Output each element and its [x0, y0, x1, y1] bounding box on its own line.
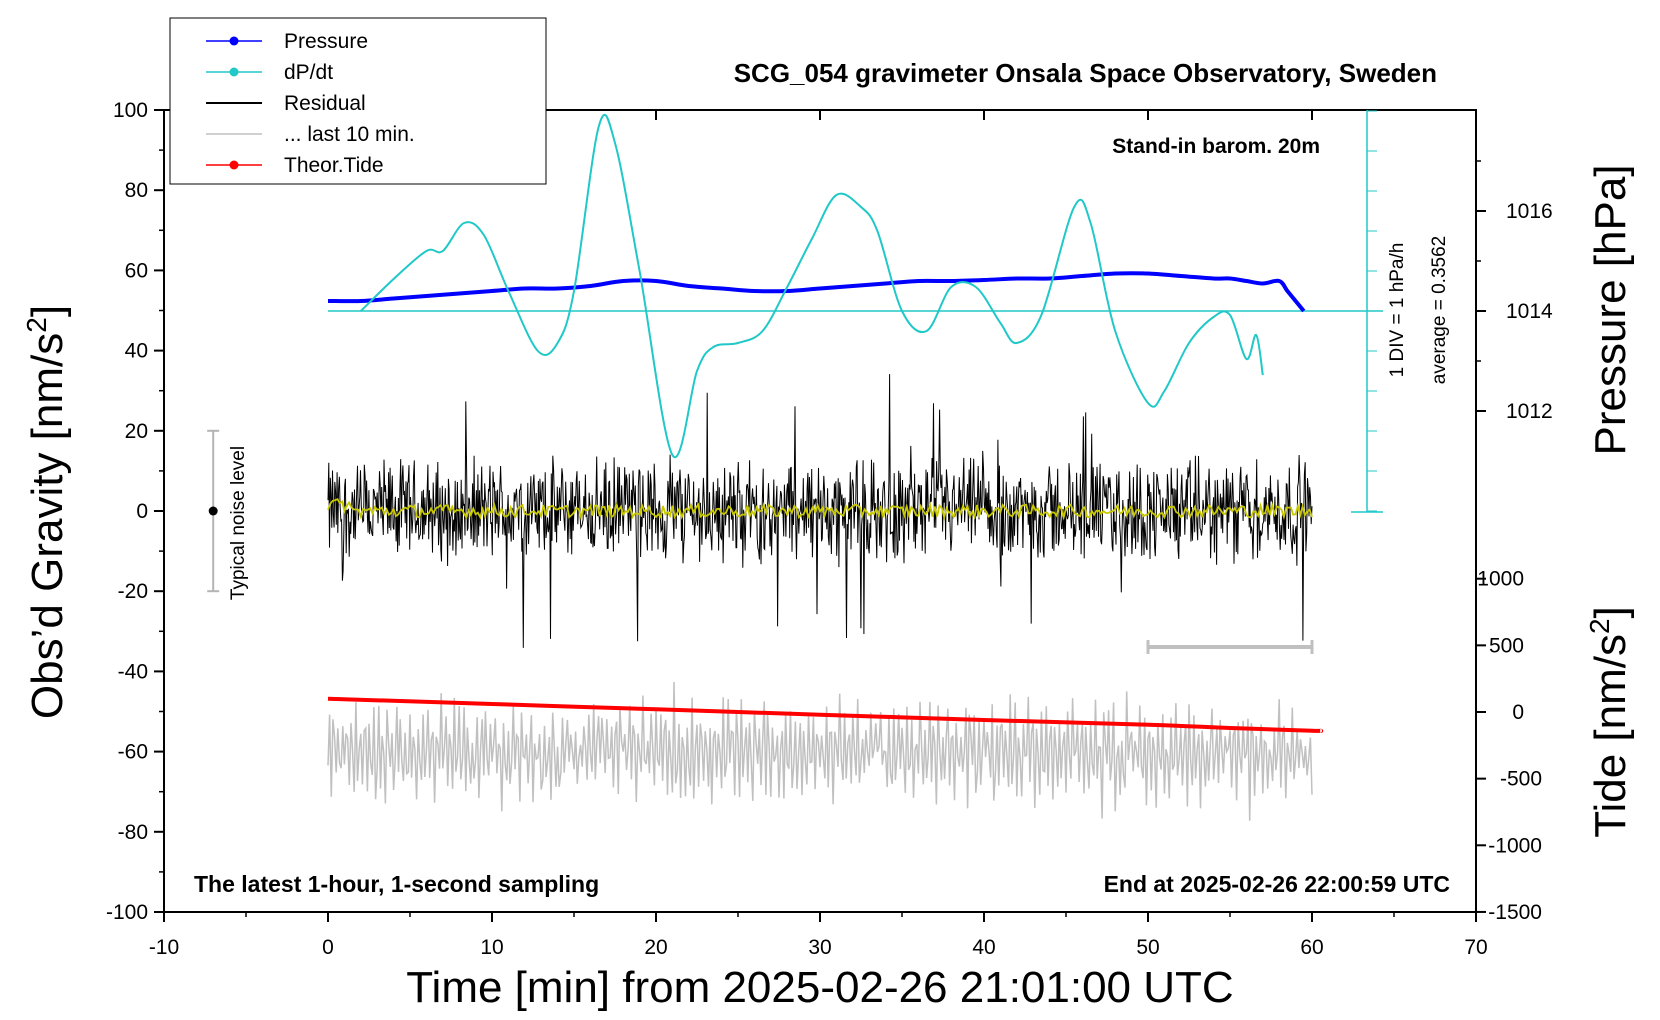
svg-text:1 DIV = 1 hPa/h: 1 DIV = 1 hPa/h	[1387, 243, 1408, 378]
y-tick-label: 40	[125, 340, 148, 363]
svg-text:Typical noise level: Typical noise level	[228, 446, 249, 600]
y-label-tide-sup: 2	[1584, 618, 1615, 634]
tide-tick-label: 500	[1489, 634, 1524, 657]
y-tick-label: -40	[118, 660, 148, 683]
stand-in-annotation: Stand-in barom. 20m	[1112, 135, 1320, 158]
x-tick-label: 20	[644, 936, 667, 959]
tide-tick-label: -1500	[1488, 901, 1542, 924]
legend: Pressure dP/dt Residual ... last 10 min. The…	[169, 17, 547, 185]
x-tick-label: 30	[808, 936, 831, 959]
y-tick-label: 100	[113, 99, 148, 122]
y-tick-label: 60	[125, 259, 148, 282]
chart-title: SCG_054 gravimeter Onsala Space Observat…	[734, 58, 1437, 88]
y-tick-label: 80	[125, 179, 148, 202]
legend-label: dP/dt	[284, 61, 333, 84]
tide-tick-label: 1000	[1477, 568, 1524, 591]
residual-moving-average	[327, 498, 1313, 521]
svg-text:average = 0.3562: average = 0.3562	[1429, 236, 1450, 384]
legend-box	[169, 17, 547, 185]
y-tick-label: -80	[118, 821, 148, 844]
tide-tick-label: -500	[1500, 768, 1542, 791]
y-label-left-close: ]	[23, 305, 72, 317]
legend-marker	[229, 36, 239, 46]
svg-text:Pressure [hPa]: Pressure [hPa]	[1586, 164, 1635, 455]
x-tick-label: 70	[1464, 936, 1487, 959]
legend-label: ... last 10 min.	[284, 123, 415, 146]
y-tick-label: 20	[125, 420, 148, 443]
pressure-tick-label: 1014	[1506, 300, 1553, 323]
x-tick-label: 10	[480, 936, 503, 959]
legend-marker	[229, 67, 239, 77]
average-annotation: average = 0.3562	[1429, 236, 1450, 384]
legend-label: Theor.Tide	[284, 154, 384, 177]
y-label-tide-base: Tide [nm/s	[1586, 634, 1635, 838]
pressure-tick-label: 1016	[1506, 200, 1553, 223]
theor-tide-line	[327, 696, 1324, 733]
x-tick-label: 60	[1300, 936, 1323, 959]
latest-annotation: The latest 1-hour, 1-second sampling	[194, 871, 599, 897]
x-tick-label: 40	[972, 936, 995, 959]
y-label-left-base: Obs’d Gravity [nm/s	[23, 333, 72, 719]
x-tick-label: 0	[322, 936, 334, 959]
pressure-line	[327, 271, 1306, 313]
y-label-left-sup: 2	[21, 317, 52, 333]
y-tick-label: -100	[106, 901, 148, 924]
tide-tick-label: 0	[1512, 701, 1524, 724]
y-tick-label: -60	[118, 741, 148, 764]
last-10-min-line	[327, 681, 1313, 821]
svg-text:Obs’d Gravity [nm/s2]: Obs’d Gravity [nm/s2]	[21, 305, 72, 719]
x-tick-label: -10	[149, 936, 179, 959]
end-annotation: End at 2025-02-26 22:00:59 UTC	[1104, 871, 1450, 897]
x-tick-label: 50	[1136, 936, 1159, 959]
svg-text:Tide [nm/s2]: Tide [nm/s2]	[1584, 606, 1635, 838]
dp-dt-line	[360, 113, 1264, 459]
tide-tick-label: -1000	[1488, 834, 1542, 857]
y-tick-label: -20	[118, 580, 148, 603]
x-axis-label: Time [min] from 2025-02-26 21:01:00 UTC	[406, 963, 1233, 1012]
axis-ticks: -10 0 10 20 30 40 50 60 70-100-80-60-40-20020406…	[106, 99, 1553, 959]
y-axis-label-tide: Tide [nm/s2]	[1584, 606, 1635, 838]
legend-label: Residual	[284, 92, 366, 115]
div-annotation: 1 DIV = 1 hPa/h	[1387, 243, 1408, 378]
y-axis-label-left: Obs’d Gravity [nm/s2]	[21, 305, 72, 719]
data-series	[207, 113, 1324, 821]
y-axis-label-pressure: Pressure [hPa]	[1586, 164, 1635, 455]
noise-annotation: Typical noise level	[228, 446, 249, 600]
legend-marker	[229, 160, 239, 170]
legend-label: Pressure	[284, 30, 368, 53]
pressure-tick-label: 1012	[1506, 400, 1553, 423]
y-tick-label: 0	[136, 500, 148, 523]
y-label-tide-close: ]	[1586, 606, 1635, 618]
noise-bar-dot	[208, 506, 218, 516]
